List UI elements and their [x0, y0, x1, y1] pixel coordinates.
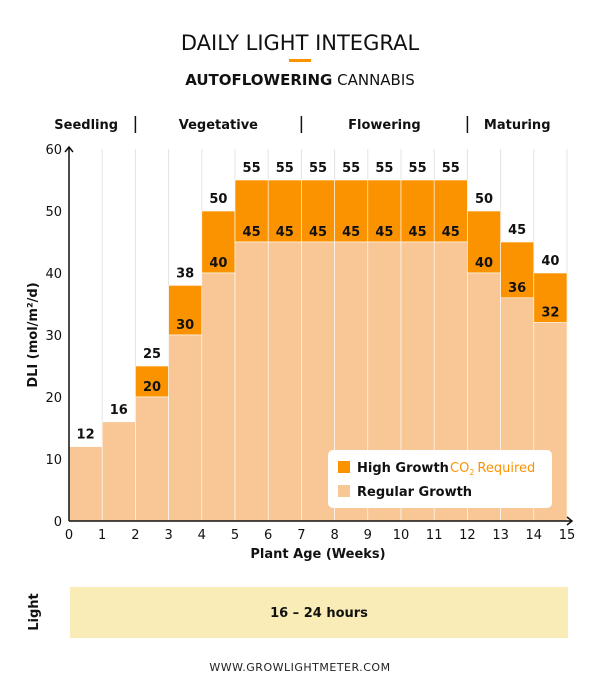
- legend-swatch-high: [338, 461, 350, 473]
- regular-growth-bar: [201, 272, 236, 522]
- legend-co2-note: CO2 Required: [450, 461, 535, 477]
- regular-value-label: 45: [442, 225, 460, 240]
- legend-regular-label: Regular Growth: [357, 485, 472, 500]
- x-axis-label: Plant Age (Weeks): [250, 547, 385, 562]
- legend-box: [328, 450, 552, 508]
- x-tick-label: 14: [526, 528, 543, 543]
- regular-value-label: 12: [77, 428, 95, 443]
- regular-value-label: 30: [176, 318, 194, 333]
- light-label: Light: [27, 593, 42, 631]
- legend-high-label: High Growth: [357, 461, 449, 476]
- regular-value-label: 45: [409, 225, 427, 240]
- high-growth-bar: [201, 210, 236, 274]
- x-tick-label: 12: [459, 528, 476, 543]
- regular-growth-bar: [168, 334, 203, 522]
- x-tick-label: 13: [492, 528, 509, 543]
- regular-value-label: 45: [309, 225, 327, 240]
- light-value: 16 – 24 hours: [270, 606, 368, 621]
- regular-growth-bar: [234, 241, 269, 522]
- co2-prefix: CO: [450, 461, 469, 476]
- high-value-label: 55: [342, 161, 360, 176]
- x-tick-label: 1: [98, 528, 106, 543]
- regular-value-label: 16: [110, 403, 128, 418]
- chart-title: DAILY LIGHT INTEGRAL: [181, 31, 420, 55]
- regular-growth-bar: [68, 446, 103, 522]
- y-tick-label: 0: [54, 515, 62, 530]
- x-tick-label: 10: [393, 528, 410, 543]
- high-value-label: 55: [442, 161, 460, 176]
- regular-value-label: 40: [475, 256, 493, 271]
- phase-label: Seedling: [54, 118, 118, 133]
- x-tick-label: 6: [264, 528, 272, 543]
- high-growth-bar: [500, 241, 535, 299]
- high-value-label: 50: [475, 192, 493, 207]
- high-value-label: 55: [309, 161, 327, 176]
- high-value-label: 55: [375, 161, 393, 176]
- high-growth-bar: [467, 210, 501, 274]
- chart-subtitle: AUTOFLOWERING CANNABIS: [185, 71, 415, 89]
- x-tick-label: 9: [364, 528, 372, 543]
- high-value-label: 25: [143, 347, 161, 362]
- regular-value-label: 20: [143, 380, 161, 395]
- high-value-label: 55: [409, 161, 427, 176]
- high-growth-bar: [267, 179, 302, 243]
- x-tick-label: 0: [65, 528, 73, 543]
- y-tick-label: 40: [45, 267, 62, 282]
- regular-growth-bar: [267, 241, 302, 522]
- high-growth-bar: [367, 179, 402, 243]
- regular-value-label: 32: [541, 306, 559, 321]
- regular-value-label: 40: [209, 256, 227, 271]
- regular-growth-bar: [135, 396, 169, 522]
- x-tick-label: 2: [131, 528, 139, 543]
- high-value-label: 40: [541, 254, 559, 269]
- x-tick-label: 15: [559, 528, 576, 543]
- regular-value-label: 45: [375, 225, 393, 240]
- co2-sub: 2: [469, 468, 474, 477]
- co2-suffix: Required: [477, 461, 535, 476]
- phase-label: Flowering: [348, 118, 421, 133]
- high-value-label: 38: [176, 266, 194, 281]
- y-tick-label: 20: [45, 391, 62, 406]
- regular-value-label: 45: [243, 225, 261, 240]
- subtitle-rest: CANNABIS: [337, 71, 415, 89]
- regular-value-label: 45: [276, 225, 294, 240]
- light-band: [70, 587, 568, 638]
- regular-value-label: 36: [508, 281, 526, 296]
- high-growth-bar: [533, 272, 568, 323]
- high-value-label: 45: [508, 223, 526, 238]
- phase-labels: Seedling Vegetative Flowering Maturing: [54, 116, 551, 133]
- phase-label: Maturing: [484, 118, 551, 133]
- x-axis-arrow-icon: [566, 516, 574, 526]
- high-value-label: 55: [243, 161, 261, 176]
- y-axis-arrow-icon: [64, 145, 74, 153]
- x-tick-label: 3: [164, 528, 172, 543]
- x-tick-label: 4: [198, 528, 206, 543]
- x-tick-label: 8: [330, 528, 338, 543]
- regular-growth-bar: [101, 421, 136, 522]
- y-axis-label: DLI (mol/m²/d): [26, 282, 41, 387]
- high-value-label: 55: [276, 161, 294, 176]
- phase-label: Vegetative: [179, 118, 258, 133]
- regular-value-label: 45: [342, 225, 360, 240]
- y-tick-label: 50: [45, 205, 62, 220]
- y-tick-label: 30: [45, 329, 62, 344]
- x-tick-label: 7: [297, 528, 305, 543]
- high-value-label: 50: [209, 192, 227, 207]
- y-tick-label: 10: [45, 453, 62, 468]
- legend-swatch-regular: [338, 485, 350, 497]
- title-underline: [289, 59, 311, 62]
- x-tick-label: 11: [426, 528, 443, 543]
- footer-url: WWW.GROWLIGHTMETER.COM: [209, 661, 390, 674]
- high-growth-bar: [400, 179, 435, 243]
- high-growth-bar: [168, 285, 203, 336]
- y-tick-label: 60: [45, 143, 62, 158]
- x-tick-label: 5: [231, 528, 239, 543]
- legend: High Growth CO2 Required Regular Growth: [328, 450, 552, 508]
- subtitle-bold: AUTOFLOWERING: [185, 71, 332, 89]
- high-growth-bar: [334, 179, 369, 243]
